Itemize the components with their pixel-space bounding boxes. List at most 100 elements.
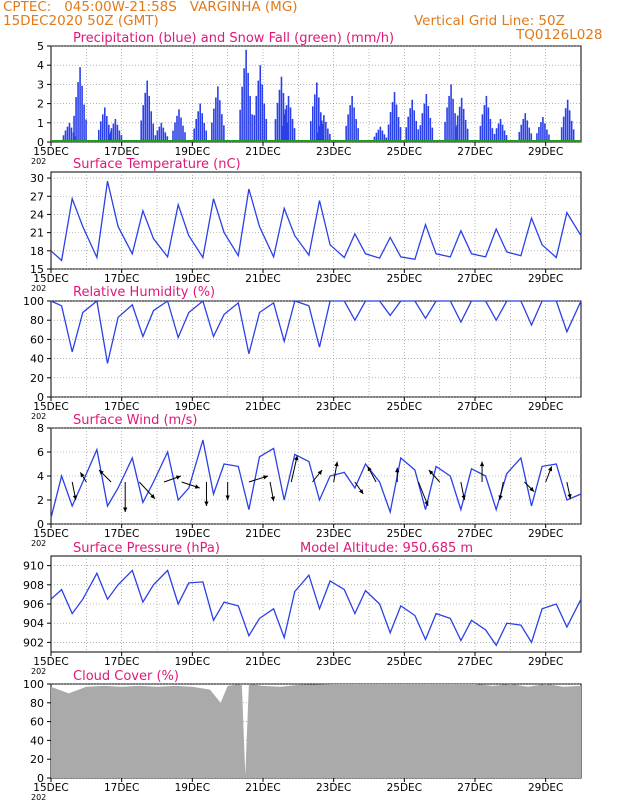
temp-xtick-label: 29DEC: [528, 273, 563, 285]
precip-bar: [444, 121, 446, 142]
temp-ytick-label: 24: [30, 208, 44, 221]
precip-bar: [450, 84, 452, 142]
precip-bar: [314, 94, 316, 142]
precip-bar: [522, 118, 525, 142]
precip-bar: [528, 127, 531, 142]
precip-bar: [375, 132, 378, 142]
cloud-ytick-label: 20: [30, 753, 44, 766]
run-date-header: 15DEC2020 50Z (GMT): [3, 13, 159, 29]
precip-bar: [505, 135, 508, 142]
precip-bar: [114, 118, 117, 142]
precip-bar: [180, 117, 182, 142]
wind-arrow-head: [317, 470, 323, 475]
wind-arrow-head: [80, 472, 85, 478]
precip-bar: [276, 102, 279, 142]
precip-bar: [429, 118, 432, 142]
precip-bar: [166, 136, 169, 142]
precip-bar: [263, 103, 266, 142]
precip-bar: [322, 124, 324, 142]
precip-bar: [184, 132, 186, 142]
rh-xtick-label: 17DEC: [104, 401, 139, 413]
precip-bar: [201, 113, 203, 142]
precip-bar: [318, 97, 320, 142]
precip-bar: [530, 133, 533, 142]
precip-bar: [349, 105, 351, 142]
precip-bar: [106, 116, 108, 142]
temp-xtick-label: 17DEC: [104, 273, 139, 285]
wind-xtick-label: 23DEC: [316, 528, 351, 540]
precip-bar: [499, 118, 502, 142]
press-ytick-label: 902: [23, 636, 44, 649]
press-ytick-label: 904: [23, 617, 44, 630]
precip-bar: [395, 104, 398, 142]
precip-bar: [325, 121, 327, 142]
precip-bar: [195, 118, 197, 142]
temp-ytick-label: 15: [30, 263, 44, 276]
precip-bar: [431, 127, 434, 142]
precip-bar: [274, 119, 277, 142]
press-extra-title: Model Altitude: 950.685 m: [300, 541, 473, 556]
wind-arrow-head: [99, 470, 104, 475]
press-series-line: [50, 569, 582, 647]
wind-xtick-label: 21DEC: [245, 528, 280, 540]
precip-bar: [291, 118, 294, 142]
precip-bar: [219, 100, 221, 142]
precip-bar: [524, 113, 527, 142]
precip-bar: [108, 124, 110, 142]
location-header: CPTEC: 045:00W-21:58S VARGINHA (MG): [3, 0, 298, 15]
precip-bar: [215, 97, 217, 142]
precip-ytick-label: 2: [37, 98, 44, 111]
precip-bar: [278, 89, 281, 142]
precip-bar: [546, 129, 548, 142]
precip-bar: [542, 117, 544, 142]
cloud-cover-area: [51, 684, 581, 778]
temp-xtick-label: 25DEC: [387, 273, 422, 285]
precip-bar: [377, 129, 380, 142]
precip-bar: [407, 116, 409, 142]
temp-xtick-label: 15DEC: [33, 273, 68, 285]
precip-bar: [564, 108, 567, 142]
temp-series-line: [50, 180, 582, 262]
precip-bar: [293, 128, 296, 142]
rh-ytick-label: 0: [37, 391, 44, 404]
precip-bar: [160, 122, 163, 142]
precip-bar: [249, 95, 251, 142]
rh-xtick-label: 15DEC: [33, 401, 68, 413]
precip-bar: [317, 132, 319, 142]
temp-ytick-label: 21: [30, 227, 44, 240]
precip-bar: [411, 99, 413, 142]
precip-bar: [289, 107, 292, 142]
wind-arrow-head: [72, 495, 77, 500]
wind-xtick-label: 19DEC: [175, 528, 210, 540]
rh-frame: [50, 300, 582, 398]
precip-ytick-label: 0: [37, 136, 44, 149]
precip-bar: [379, 126, 382, 142]
precip-bar: [327, 128, 329, 142]
precip-bar: [391, 102, 394, 142]
precip-bar: [83, 104, 85, 142]
precip-bar: [73, 115, 75, 142]
precip-bar: [357, 128, 359, 142]
precip-bar: [100, 121, 102, 142]
precip-bar: [397, 117, 400, 142]
precip-xtick-label: 21DEC: [245, 146, 280, 158]
temp-xtick-label: 19DEC: [175, 273, 210, 285]
precip-bar: [526, 120, 529, 142]
precip-bar: [98, 129, 100, 142]
rh-xtick-label: 19DEC: [175, 401, 210, 413]
cloud-xtick-label: 21DEC: [245, 782, 280, 794]
precip-bar: [265, 118, 268, 142]
precip-bar: [562, 116, 565, 142]
precip-bar: [247, 72, 249, 142]
wind-xtick-label: 25DEC: [387, 528, 422, 540]
precip-bar: [259, 65, 262, 142]
precip-xtick-label: 27DEC: [457, 146, 492, 158]
precip-bar: [355, 118, 357, 142]
precip-bar: [570, 120, 573, 142]
precip-bar: [538, 127, 540, 142]
precip-xtick-label: 23DEC: [316, 146, 351, 158]
precip-bar: [257, 80, 260, 142]
wind-arrow-head: [529, 486, 535, 492]
wind-arrow-head: [428, 470, 434, 475]
precip-bar: [178, 109, 180, 142]
